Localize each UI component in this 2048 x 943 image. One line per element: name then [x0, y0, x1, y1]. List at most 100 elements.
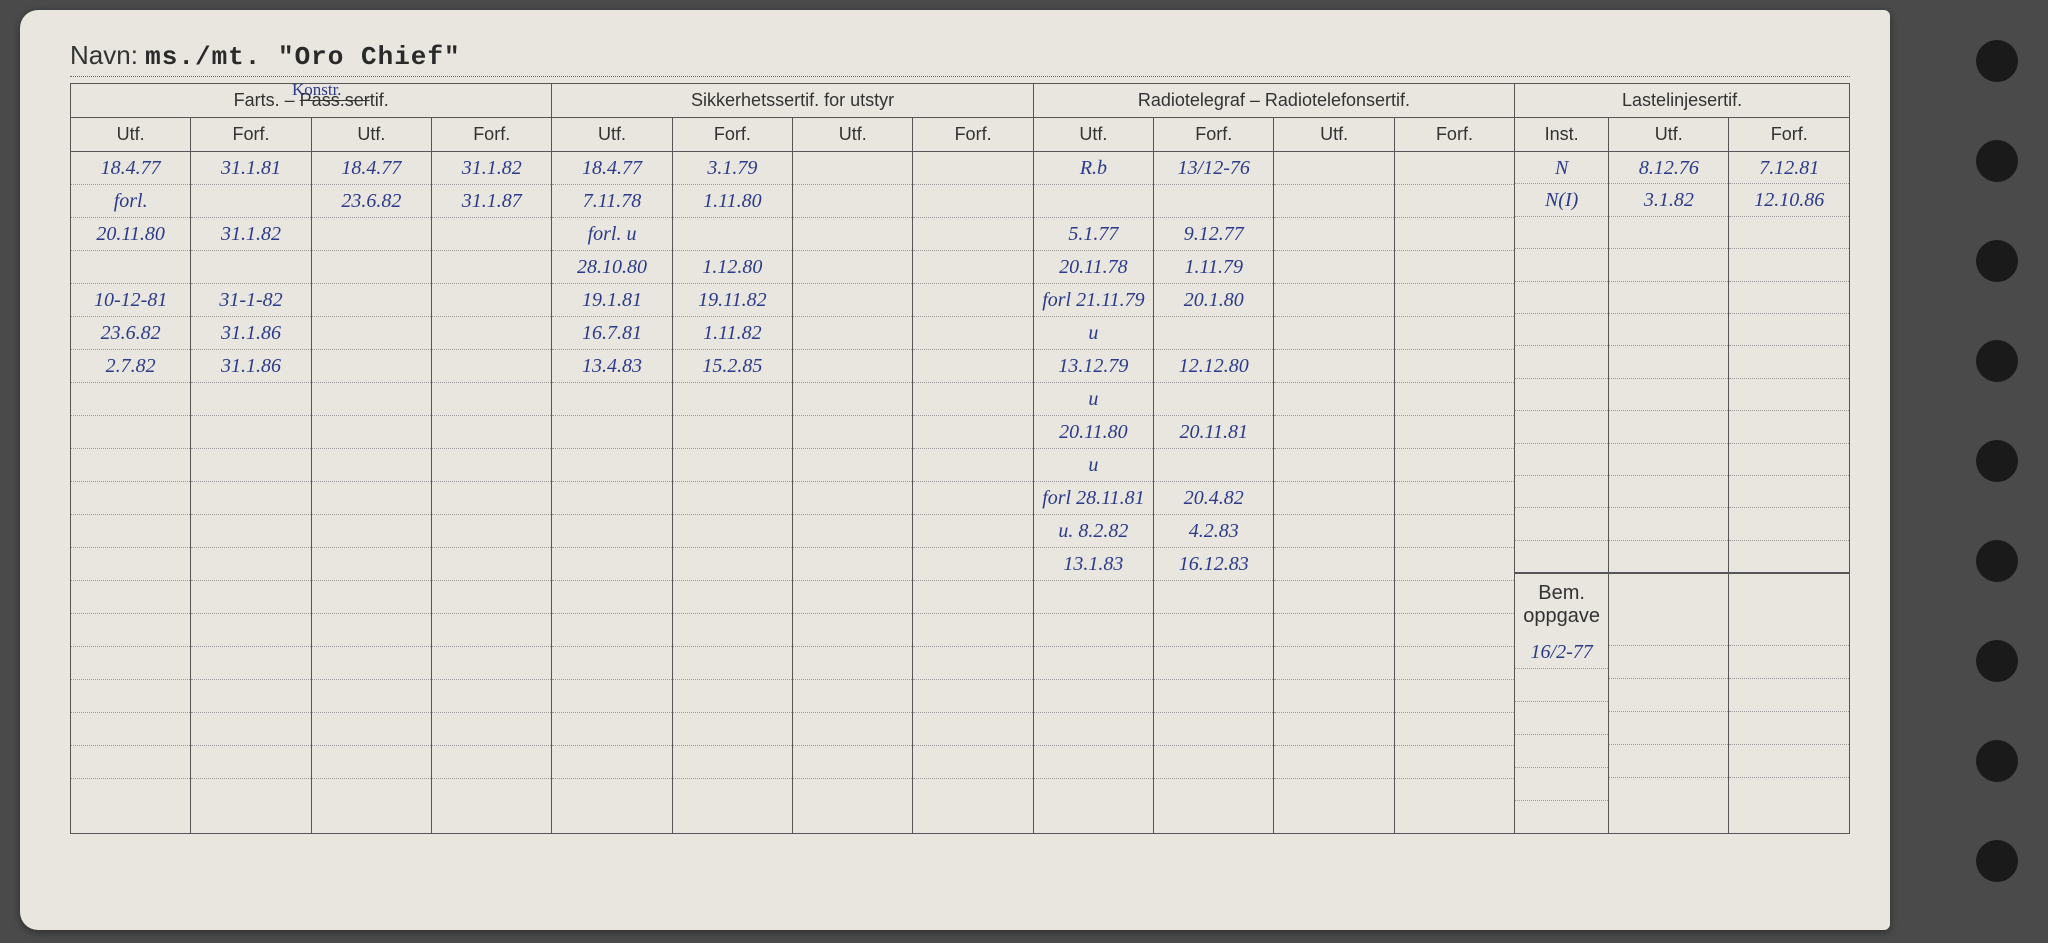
entry-cell: [1395, 251, 1514, 284]
laste-forf: 7.12.8112.10.86: [1729, 152, 1850, 834]
entry-cell: 23.6.82: [71, 317, 190, 350]
entry-cell: [1154, 185, 1273, 218]
entry-cell: [913, 581, 1032, 614]
entry-cell: [1274, 383, 1393, 416]
entry-cell: 7.11.78: [552, 185, 671, 218]
entry-cell: [913, 548, 1032, 581]
entry-cell: [913, 383, 1032, 416]
sikk1-utf: 18.4.777.11.78forl. u28.10.8019.1.8116.7…: [552, 152, 672, 834]
entry-cell: [1515, 444, 1608, 476]
entry-cell: [913, 317, 1032, 350]
entry-cell: [913, 416, 1032, 449]
hole-icon: [1976, 340, 2018, 382]
entry-cell: [1395, 152, 1514, 185]
entry-cell: 31-1-82: [191, 284, 310, 317]
page: Navn: ms./mt. "Oro Chief" Farts. – Pass.…: [0, 0, 2048, 943]
entry-cell: forl 21.11.79: [1034, 284, 1153, 317]
entry-cell: [432, 317, 551, 350]
entry-cell: [673, 713, 792, 746]
entry-cell: 12.12.80: [1154, 350, 1273, 383]
entry-cell: [1609, 379, 1728, 411]
farts2-forf: 31.1.8231.1.87: [432, 152, 552, 834]
entry-cell: [312, 581, 431, 614]
entry-cell: [1515, 768, 1608, 801]
entry-cell: [673, 746, 792, 779]
entry-cell: [71, 746, 190, 779]
entry-cell: [432, 482, 551, 515]
entry-cell: [1729, 314, 1849, 346]
entry-cell: [191, 383, 310, 416]
entry-cell: [191, 449, 310, 482]
entry-cell: [191, 416, 310, 449]
entry-cell: [1154, 614, 1273, 647]
entry-cell: [913, 515, 1032, 548]
entry-cell: [793, 317, 912, 350]
entry-cell: [913, 185, 1032, 218]
entry-cell: R.b: [1034, 152, 1153, 185]
entry-cell: [1609, 444, 1728, 476]
entry-cell: [432, 614, 551, 647]
entry-cell: 31.1.81: [191, 152, 310, 185]
entry-cell: [1274, 548, 1393, 581]
entry-cell: [552, 647, 671, 680]
entry-cell: [1729, 508, 1849, 540]
col-utf: Utf.: [311, 118, 431, 152]
entry-cell: [1274, 251, 1393, 284]
entry-cell: [71, 416, 190, 449]
entry-cell: [793, 779, 912, 811]
entry-cell: [1609, 346, 1728, 378]
entry-cell: 18.4.77: [312, 152, 431, 185]
entry-cell: 8.12.76: [1609, 152, 1728, 184]
entry-cell: [1154, 746, 1273, 779]
entry-cell: [1515, 669, 1608, 702]
entry-cell: [552, 482, 671, 515]
hole-icon: [1976, 40, 2018, 82]
entry-cell: [312, 317, 431, 350]
entry-cell: [1609, 712, 1728, 745]
entry-cell: [71, 614, 190, 647]
col-utf: Utf.: [793, 118, 913, 152]
entry-cell: 13.4.83: [552, 350, 671, 383]
entry-cell: [793, 581, 912, 614]
entry-cell: [913, 680, 1032, 713]
entry-cell: [71, 449, 190, 482]
entry-cell: [1515, 801, 1608, 833]
entry-cell: [1395, 449, 1514, 482]
entry-cell: [673, 614, 792, 647]
farts-annotation: Konstr.: [292, 80, 342, 100]
entry-cell: [1154, 317, 1273, 350]
col-utf: Utf.: [1033, 118, 1153, 152]
entry-cell: [1515, 379, 1608, 411]
entry-cell: [1395, 350, 1514, 383]
entry-cell: [1609, 679, 1728, 712]
entry-cell: [1395, 383, 1514, 416]
col-forf: Forf.: [432, 118, 552, 152]
entry-cell: [1515, 217, 1608, 249]
entry-cell: [1274, 284, 1393, 317]
entry-cell: [312, 548, 431, 581]
entry-cell: [432, 383, 551, 416]
entry-cell: 9.12.77: [1154, 218, 1273, 251]
entry-cell: [1729, 476, 1849, 508]
hole-icon: [1976, 540, 2018, 582]
entry-cell: [1609, 217, 1728, 249]
entry-cell: [793, 251, 912, 284]
entry-cell: [1274, 713, 1393, 746]
entry-cell: [1729, 346, 1849, 378]
bem-header-span: [1609, 572, 1728, 613]
entry-cell: u: [1034, 449, 1153, 482]
entry-cell: [673, 581, 792, 614]
entry-cell: forl. u: [552, 218, 671, 251]
entry-cell: [312, 614, 431, 647]
title-label: Navn:: [70, 40, 138, 70]
entry-cell: 1.11.79: [1154, 251, 1273, 284]
entry-cell: [1729, 712, 1849, 745]
col-forf: Forf.: [1729, 118, 1850, 152]
entry-cell: [1515, 541, 1608, 572]
entry-cell: [1274, 614, 1393, 647]
entry-cell: [1274, 581, 1393, 614]
entry-cell: [71, 647, 190, 680]
entry-cell: [1274, 449, 1393, 482]
entry-cell: 3.1.82: [1609, 184, 1728, 216]
entry-cell: [552, 581, 671, 614]
